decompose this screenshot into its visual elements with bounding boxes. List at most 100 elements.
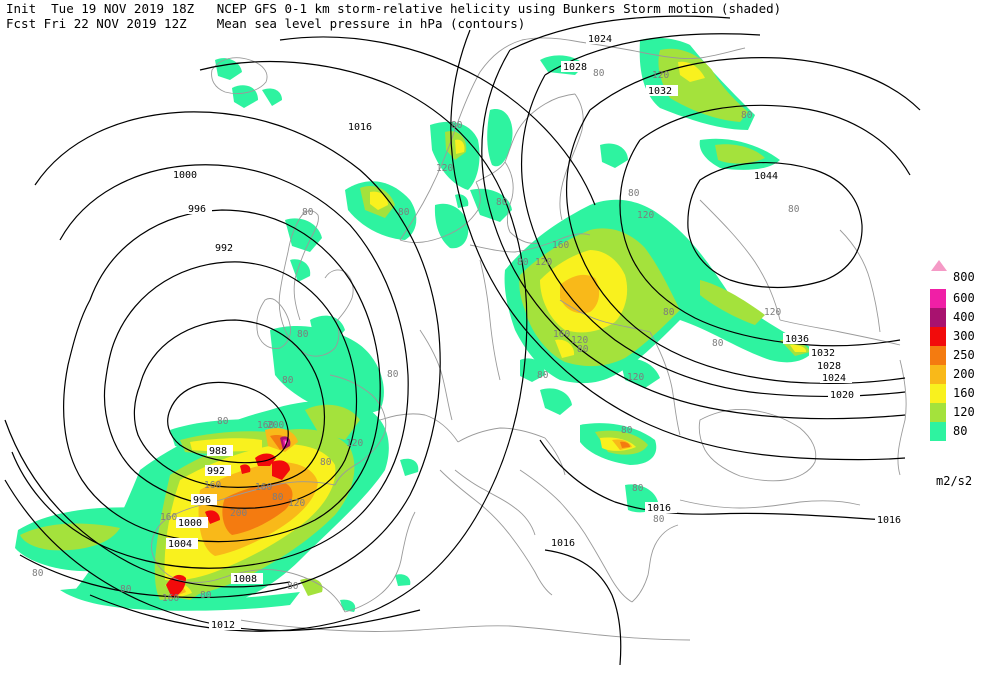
mslp-label: 1028	[563, 62, 587, 73]
srh-label: 120	[436, 163, 453, 174]
srh-label: 120	[535, 257, 552, 268]
legend-swatch	[930, 308, 946, 327]
srh-label: 160	[160, 512, 177, 523]
srh-label: 80	[663, 307, 675, 318]
mslp-label: 1032	[811, 348, 835, 359]
srh-label: 80	[741, 110, 753, 121]
legend-swatch	[930, 365, 946, 384]
legend-row: 120	[930, 403, 1000, 422]
legend-swatch	[930, 384, 946, 403]
srh-label: 120	[346, 438, 363, 449]
mslp-label: 1000	[173, 170, 197, 181]
mslp-label: 1036	[785, 334, 809, 345]
srh-label: 80	[628, 188, 640, 199]
legend-label: 300	[953, 329, 975, 343]
srh-label: 80	[302, 207, 314, 218]
legend-row: 400	[930, 308, 1000, 327]
mslp-label: 992	[215, 243, 233, 254]
legend-swatch	[930, 422, 946, 441]
legend-arrow-icon	[931, 260, 947, 271]
srh-label: 160	[204, 480, 221, 491]
srh-label: 80	[217, 416, 229, 427]
srh-label: 80	[788, 204, 800, 215]
mslp-label: 1024	[822, 373, 846, 384]
legend-label: 160	[953, 386, 975, 400]
srh-label: 80	[282, 375, 294, 386]
mslp-label: 1016	[551, 538, 575, 549]
mslp-label: 1044	[754, 171, 778, 182]
srh-label: 80	[272, 492, 284, 503]
srh-label: 120	[627, 372, 644, 383]
srh-label: 120	[637, 210, 654, 221]
pressure-labels: 1024 1028 1032 1016 1000 996 992 1044 10…	[166, 33, 907, 631]
srh-label: 120	[571, 335, 588, 346]
srh-label: 120	[652, 70, 669, 81]
mslp-label: 1008	[233, 574, 257, 585]
srh-label: 160	[162, 593, 179, 604]
srh-label: 160	[255, 482, 272, 493]
mslp-label: 1012	[211, 620, 235, 631]
mslp-label: 1020	[830, 390, 854, 401]
mslp-label: 1016	[877, 515, 901, 526]
mslp-label: 996	[188, 204, 206, 215]
header-init-line: Init Tue 19 NOV 2019 18Z NCEP GFS 0-1 km…	[6, 1, 782, 16]
legend-row: 250	[930, 346, 1000, 365]
mslp-label: 1004	[168, 539, 192, 550]
srh-label: 160	[257, 420, 274, 431]
legend-row: 600	[930, 289, 1000, 308]
legend-label: 800	[953, 270, 975, 284]
srh-label: 80	[621, 425, 633, 436]
srh-label: 80	[398, 207, 410, 218]
mslp-label: 988	[209, 446, 227, 457]
srh-label: 120	[764, 307, 781, 318]
coastlines	[151, 37, 907, 641]
mslp-label: 1016	[348, 122, 372, 133]
srh-label: 80	[120, 584, 132, 595]
legend-label: 200	[953, 367, 975, 381]
srh-label: 80	[653, 514, 665, 525]
srh-label: 80	[632, 483, 644, 494]
srh-label: 80	[32, 568, 44, 579]
mslp-label: 1028	[817, 361, 841, 372]
header-forecast-line: Fcst Fri 22 NOV 2019 12Z Mean sea level …	[6, 16, 526, 31]
srh-label: 80	[577, 344, 589, 355]
legend-swatch	[930, 289, 946, 308]
srh-label: 80	[712, 338, 724, 349]
mslp-label: 1032	[648, 86, 672, 97]
legend-row: 300	[930, 327, 1000, 346]
shade-80	[15, 37, 815, 612]
helicity-labels: 120 80 80 120 80 120 80 80 80 80 80 120 …	[32, 68, 800, 604]
mslp-label: 996	[193, 495, 211, 506]
mslp-label: 1000	[178, 518, 202, 529]
legend-row: 800	[930, 270, 1000, 289]
legend-row: 80	[930, 422, 1000, 441]
srh-label: 80	[537, 370, 549, 381]
legend-row: 200	[930, 365, 1000, 384]
legend-label: 250	[953, 348, 975, 362]
srh-label: 160	[552, 240, 569, 251]
legend-label: 120	[953, 405, 975, 419]
srh-label: 80	[287, 581, 299, 592]
srh-label: 80	[297, 329, 309, 340]
srh-label: 80	[496, 197, 508, 208]
srh-label: 80	[593, 68, 605, 79]
mslp-label: 1024	[588, 34, 612, 45]
srh-label: 80	[517, 257, 529, 268]
srh-label: 120	[288, 498, 305, 509]
pressure-contours	[4, 15, 921, 666]
srh-label: 160	[553, 329, 570, 340]
legend-label: 600	[953, 291, 975, 305]
legend-units: m2/s2	[936, 474, 973, 488]
mslp-label: 1016	[647, 503, 671, 514]
srh-label: 200	[230, 508, 247, 519]
legend-label: 80	[953, 424, 968, 438]
srh-label: 80	[387, 369, 399, 380]
srh-label: 80	[451, 120, 463, 131]
legend-swatch	[930, 403, 946, 422]
mslp-label: 992	[207, 466, 225, 477]
srh-label: 200	[267, 420, 284, 431]
srh-label: 80	[320, 457, 332, 468]
srh-label: 80	[200, 590, 212, 601]
helicity-shading	[15, 37, 815, 612]
